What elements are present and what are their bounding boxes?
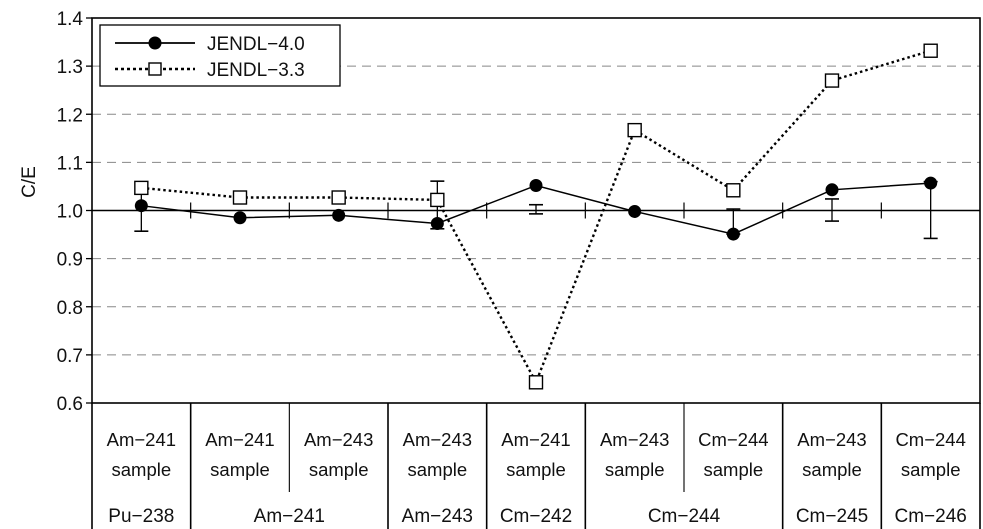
data-point-jendl-3-3 xyxy=(134,180,149,196)
legend: JENDL−4.0 JENDL−3.3 xyxy=(99,24,341,87)
group-label: Am−241 xyxy=(254,506,325,527)
category-label-top: Am−241 xyxy=(501,429,570,450)
group-label: Cm−244 xyxy=(648,506,721,527)
y-tick-label: 1.3 xyxy=(57,57,83,78)
group-label: Pu−238 xyxy=(108,506,174,527)
y-tick-label: 1.4 xyxy=(57,9,84,30)
y-tick-label: 1.1 xyxy=(57,153,83,174)
y-tick-label: 1.0 xyxy=(57,202,83,223)
data-point-jendl-3-3 xyxy=(528,375,544,390)
data-point-jendl-3-3 xyxy=(923,43,938,58)
data-point-jendl-3-3 xyxy=(726,183,741,198)
category-label-bottom: sample xyxy=(506,459,566,480)
data-point-jendl-3-3 xyxy=(331,190,346,205)
data-point-jendl-3-3 xyxy=(627,122,642,138)
data-point-jendl-4-0 xyxy=(233,211,247,225)
y-tick-label: 1.2 xyxy=(57,105,83,126)
data-point-jendl-3-3 xyxy=(430,192,445,208)
category-label-bottom: sample xyxy=(704,459,764,480)
category-label-top: Am−243 xyxy=(797,429,866,450)
legend-label-jendl-3-3: JENDL−3.3 xyxy=(207,60,305,81)
category-label-top: Am−241 xyxy=(205,429,274,450)
y-tick-label: 0.9 xyxy=(57,250,83,271)
data-point-jendl-4-0 xyxy=(825,183,839,197)
category-label-bottom: sample xyxy=(210,459,270,480)
category-label-bottom: sample xyxy=(605,459,665,480)
y-axis-ticks: 0.6 0.7 0.8 0.9 1.0 1.1 1.2 1.3 1.4 xyxy=(57,9,92,415)
category-label-top: Am−241 xyxy=(107,429,176,450)
group-label: Am−243 xyxy=(402,506,473,527)
legend-marker-jendl-4-0 xyxy=(148,36,162,50)
group-label: Cm−242 xyxy=(500,506,572,527)
data-point-jendl-4-0 xyxy=(134,199,148,213)
category-label-bottom: sample xyxy=(309,459,369,480)
data-point-jendl-3-3 xyxy=(824,73,840,88)
category-label-top: Cm−244 xyxy=(698,429,768,450)
data-point-jendl-4-0 xyxy=(726,227,740,241)
category-label-top: Am−243 xyxy=(600,429,669,450)
category-label-top: Cm−244 xyxy=(895,429,965,450)
category-label-top: Am−243 xyxy=(304,429,373,450)
category-label-bottom: sample xyxy=(901,459,961,480)
legend-marker-jendl-3-3 xyxy=(148,62,162,76)
category-label-bottom: sample xyxy=(408,459,468,480)
data-point-jendl-4-0 xyxy=(924,176,938,190)
y-tick-label: 0.8 xyxy=(57,298,83,319)
data-point-jendl-4-0 xyxy=(628,204,642,218)
data-point-jendl-4-0 xyxy=(332,208,346,222)
category-table: Am−241 sample Am−241 sample Am−243 sample Am−2… xyxy=(91,403,981,529)
y-tick-label: 0.7 xyxy=(57,346,83,367)
y-tick-label: 0.6 xyxy=(57,394,83,415)
y-axis-label: C/E xyxy=(19,166,40,198)
category-label-bottom: sample xyxy=(802,459,862,480)
x-axis-ticks xyxy=(190,202,882,219)
data-point-jendl-3-3 xyxy=(232,190,248,205)
category-label-top: Am−243 xyxy=(403,429,472,450)
group-label: Cm−245 xyxy=(796,506,868,527)
plot-frame xyxy=(91,17,981,404)
series-layer xyxy=(134,43,938,390)
data-point-jendl-4-0 xyxy=(430,216,444,230)
legend-box xyxy=(99,24,341,87)
group-label: Cm−246 xyxy=(894,506,966,527)
series-line-jendl-3-3 xyxy=(141,49,932,386)
legend-label-jendl-4-0: JENDL−4.0 xyxy=(207,34,305,55)
category-label-bottom: sample xyxy=(112,459,172,480)
data-point-jendl-4-0 xyxy=(529,178,543,192)
